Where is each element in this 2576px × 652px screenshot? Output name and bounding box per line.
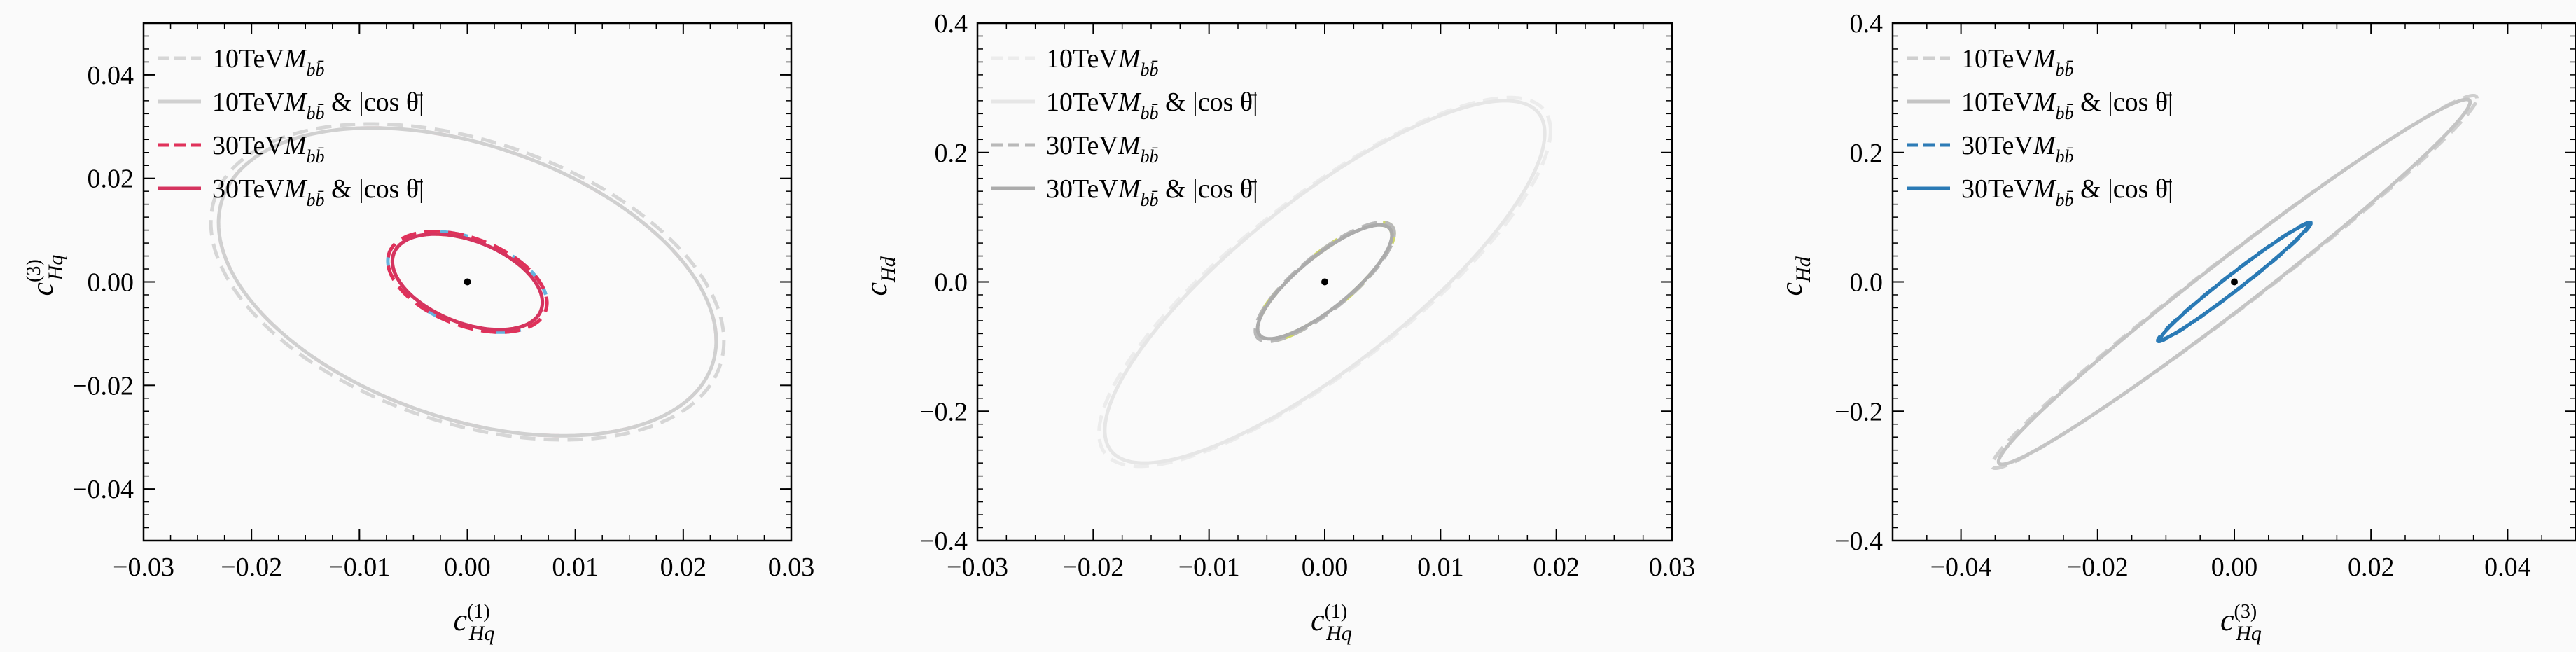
y-tick-label: −0.2 [919,397,968,426]
x-tick-label: 0.00 [444,553,491,582]
y-tick-label: −0.4 [1834,527,1883,556]
chart-panel-3: −0.04 −0.02 0.00 0.02 0.04 −0.4 −0.2 0.0 0.2 0.4 c… [1774,9,2576,645]
x-tick-label: 0.02 [1533,553,1580,582]
y-axis-label: cHd [1774,256,1815,296]
y-tick-label: 0.04 [88,61,134,90]
x-tick-label: −0.02 [221,553,282,582]
x-tick-label: −0.02 [1062,553,1124,582]
y-axis-label: c(3)Hq [23,255,67,296]
x-tick-label: −0.02 [2067,553,2129,582]
x-tick-label: 0.00 [2211,553,2258,582]
x-tick-label: −0.01 [328,553,390,582]
y-tick-label: 0.4 [935,9,968,39]
legend-label: 30TeVMbb̄ & |cos θ̄| [1961,174,2173,210]
legend-label: 10TeVMbb̄ & |cos θ̄| [212,88,424,123]
y-tick-label: 0.0 [1850,268,1884,298]
y-tick-label: −0.02 [72,371,134,401]
center-point [2231,278,2238,286]
plot-area [1097,95,1552,469]
x-tick-label: 0.00 [1302,553,1349,582]
legend-label: 10TeVMbb̄ & |cos θ̄| [1961,88,2173,123]
y-tick-label: 0.2 [1850,139,1884,168]
center-point [1321,278,1328,286]
y-tick-label: −0.04 [72,475,134,504]
x-tick-label: −0.03 [947,553,1008,582]
legend-label: 30TeVMbb̄ [1046,131,1159,167]
series-line-10TeVM_bb_cos [1996,97,2472,466]
y-tick-label: −0.2 [1834,397,1883,426]
x-axis-label: c(3) Hq [2220,601,2262,645]
legend: 10TeVMbb̄ 10TeVMbb̄ & |cos θ̄| 30TeVMbb̄ 30… [991,44,1258,210]
legend-label: 30TeVMbb̄ & |cos θ̄| [1046,174,1258,210]
x-tick-label: 0.02 [2348,553,2395,582]
x-axis-label: c(1) Hq [454,601,495,645]
x-tick-label: 0.03 [1649,553,1696,582]
chart-panel-2: −0.03 −0.02 −0.01 0.00 0.01 0.02 0.03 −0.4 −0.2 0… [859,9,1695,645]
plot-area [209,122,726,442]
y-tick-label: 0.2 [935,139,968,168]
y-tick-label: 0.0 [935,268,968,298]
y-axis-label: cHd [859,256,900,296]
plot-area [1989,94,2479,470]
legend-label: 10TeVMbb̄ [1046,44,1159,80]
x-tick-label: 0.02 [660,553,707,582]
legend-label: 10TeVMbb̄ [212,44,325,80]
series-line-30TeVM_bb [386,230,549,334]
series-line-10TeVM_bb [209,122,726,442]
series-line-10TeVM_bb_cos [1103,99,1547,465]
series-line-30TeVM_bb_cos [2159,222,2310,342]
y-tick-label: 0.00 [88,268,134,298]
x-tick-label: −0.01 [1178,553,1240,582]
series-line-30TeVM_bb_cos [1255,223,1394,341]
legend-label: 30TeVMbb̄ & |cos θ̄| [212,174,424,210]
legend-label: 10TeVMbb̄ & |cos θ̄| [1046,88,1258,123]
x-tick-label: 0.03 [768,553,815,582]
x-tick-label: −0.04 [1930,553,1992,582]
x-axis-label: c(1) Hq [1311,601,1352,645]
legend-label: 30TeVMbb̄ [1961,131,2074,167]
y-tick-label: 0.4 [1850,9,1884,39]
y-tick-label: −0.4 [919,527,968,556]
legend: 10TeVMbb̄ 10TeVMbb̄ & |cos θ̄| 30TeVMbb̄ 30… [1907,44,2173,210]
x-tick-label: 0.01 [1417,553,1464,582]
x-tick-label: 0.04 [2484,553,2531,582]
center-point [464,278,471,286]
series-line-30TeVM_bb_cos [390,232,545,332]
x-tick-label: −0.03 [113,553,174,582]
chart-panel-1: −0.03 −0.02 −0.01 0.00 0.01 0.02 0.03 −0.04 −0.0… [23,22,815,645]
legend-label: 10TeVMbb̄ [1961,44,2074,80]
series-line-10TeVM_bb_cos [216,126,718,438]
x-tick-label: 0.01 [552,553,599,582]
y-tick-label: 0.02 [88,165,134,194]
